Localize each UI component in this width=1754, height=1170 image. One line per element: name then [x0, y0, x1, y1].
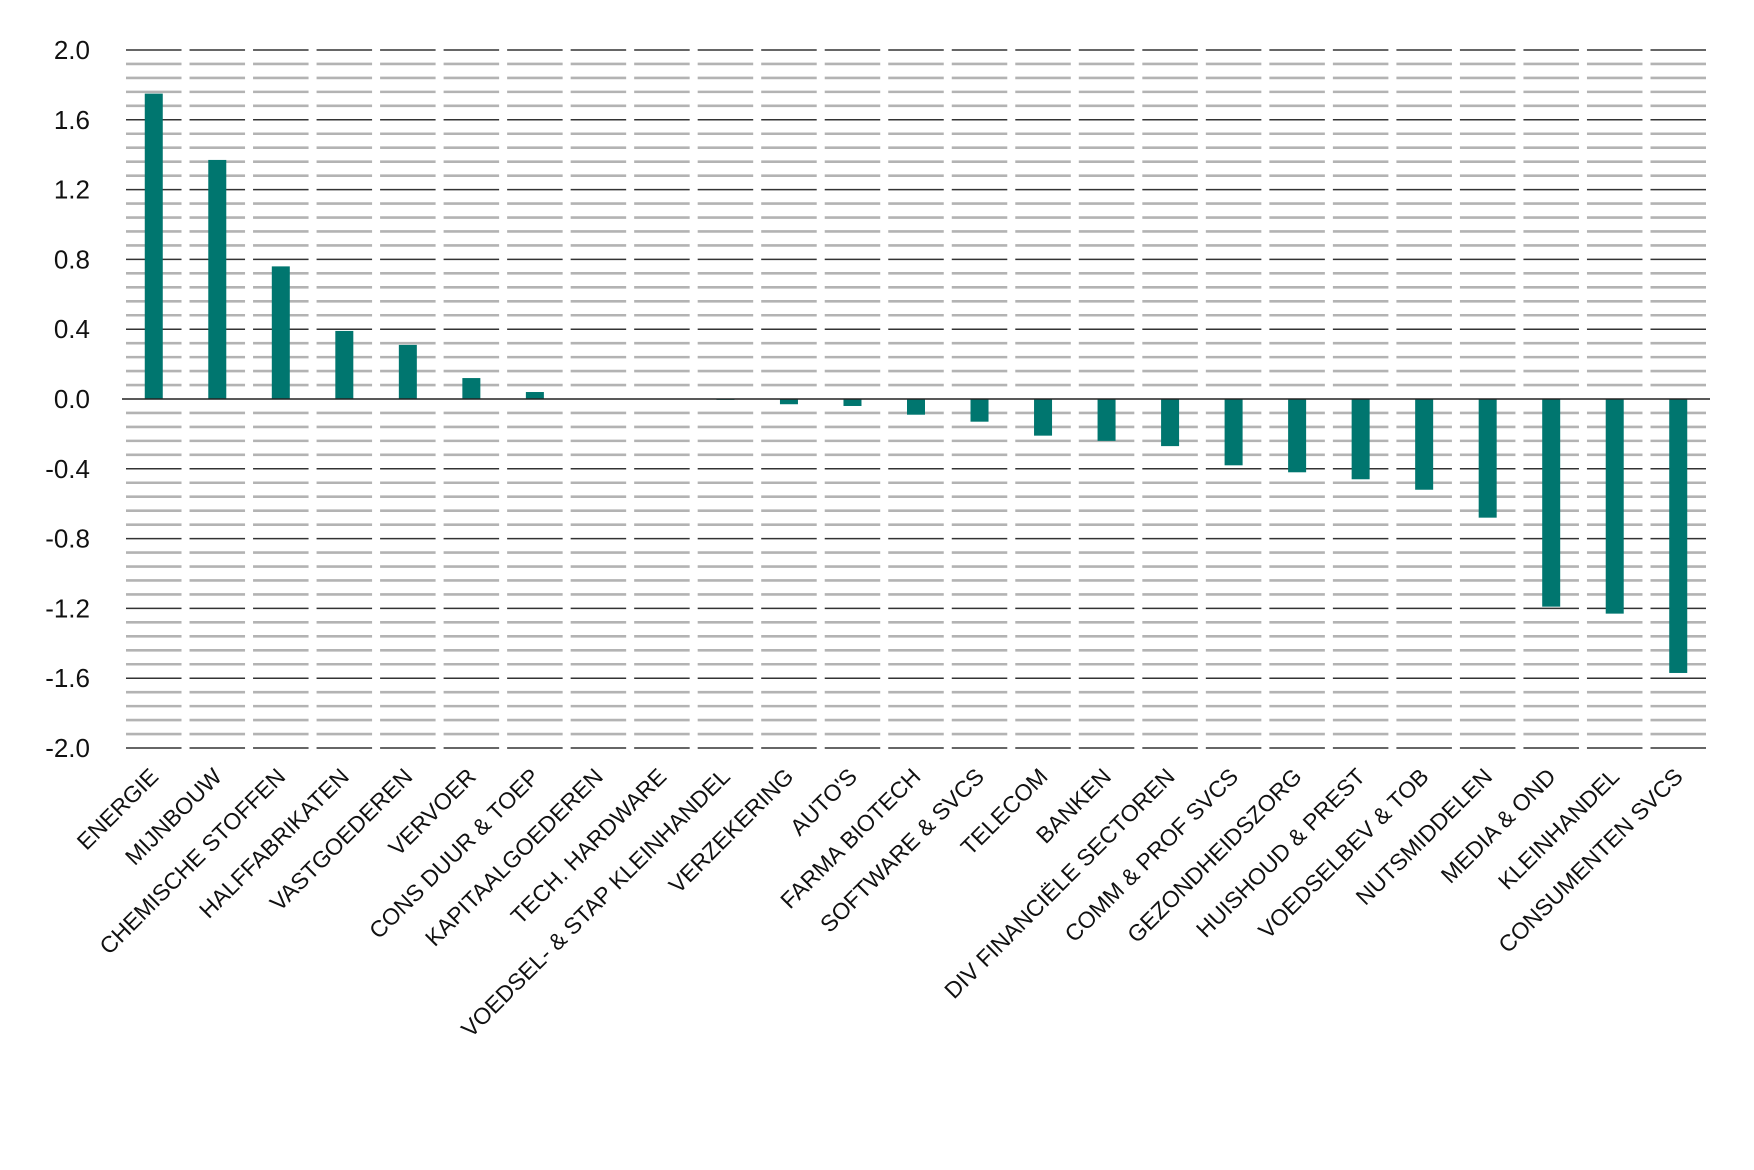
bar-comm-prof-svcs	[1224, 399, 1243, 466]
bar-chemische-stoffen	[271, 266, 290, 399]
bar-gezondheidszorg	[1288, 399, 1307, 473]
y-tick-label: -1.2	[45, 593, 90, 623]
y-tick-label: 1.2	[54, 175, 90, 205]
bar-energie	[144, 93, 163, 399]
bar-software-svcs	[970, 399, 989, 422]
bar-media-ond	[1542, 399, 1561, 607]
bar-halffabrikaten	[335, 330, 354, 399]
bar-banken	[1097, 399, 1116, 441]
bar-vastgoederen	[398, 344, 417, 399]
bar-vervoer	[462, 378, 481, 399]
y-tick-label: -2.0	[45, 733, 90, 763]
bar-telecom	[1034, 399, 1053, 436]
bars	[144, 93, 1688, 673]
y-tick-label: 0.0	[54, 384, 90, 414]
bar-cons-duur-toep	[525, 392, 544, 399]
y-tick-label: -0.8	[45, 524, 90, 554]
y-axis-tick-labels: 2.0 1.6 1.2 0.8 0.4 0.0 -0.4 -0.8 -1.2 -1.6 -2.0	[45, 35, 90, 763]
bar-div-financi-le-sectoren	[1161, 399, 1180, 447]
bar-nutsmiddelen	[1478, 399, 1497, 518]
x-category-label: DIV FINANCIËLE SECTOREN	[939, 763, 1179, 1003]
bar-voedselbev-tob	[1415, 399, 1434, 490]
y-tick-label: 1.6	[54, 105, 90, 135]
y-tick-label: 0.4	[54, 314, 90, 344]
bar-auto-s	[843, 399, 862, 406]
y-tick-label: -1.6	[45, 663, 90, 693]
bar-verzekering	[779, 399, 798, 405]
y-tick-label: 2.0	[54, 35, 90, 65]
bar-kleinhandel	[1605, 399, 1624, 614]
bar-consumenten-svcs	[1669, 399, 1688, 673]
gridlines	[126, 49, 1706, 749]
y-tick-label: 0.8	[54, 244, 90, 274]
bar-huishoud-prest	[1351, 399, 1370, 480]
bar-farma-biotech	[907, 399, 925, 415]
y-tick-label: -0.4	[45, 454, 90, 484]
bar-mijnbouw	[208, 159, 227, 399]
